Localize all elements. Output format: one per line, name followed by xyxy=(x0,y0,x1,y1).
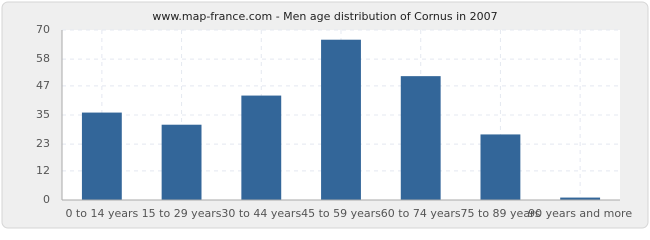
y-tick-label: 12 xyxy=(36,164,50,177)
y-tick-label: 35 xyxy=(36,108,50,121)
x-tick-label: 90 years and more xyxy=(528,207,632,220)
y-tick-label: 47 xyxy=(36,79,50,92)
x-tick-label: 0 to 14 years xyxy=(65,207,138,220)
bar xyxy=(241,95,282,200)
bar xyxy=(560,197,601,200)
y-tick-label: 0 xyxy=(43,193,50,206)
chart: www.map-france.com - Men age distributio… xyxy=(1,1,649,229)
bar xyxy=(400,76,441,200)
x-tick-label: 60 to 74 years xyxy=(381,207,461,220)
x-tick-label: 30 to 44 years xyxy=(221,207,301,220)
page: www.map-france.com - Men age distributio… xyxy=(0,0,650,230)
y-tick-label: 58 xyxy=(36,52,50,65)
chart-title: www.map-france.com - Men age distributio… xyxy=(152,10,497,23)
x-tick-label: 45 to 59 years xyxy=(301,207,381,220)
bar xyxy=(480,134,521,200)
bar xyxy=(321,39,361,200)
y-tick-label: 70 xyxy=(36,23,50,36)
x-tick-label: 75 to 89 years xyxy=(461,207,541,220)
bar xyxy=(161,124,202,200)
y-tick-label: 23 xyxy=(36,137,50,150)
bar xyxy=(81,112,122,200)
x-tick-label: 15 to 29 years xyxy=(142,207,222,220)
